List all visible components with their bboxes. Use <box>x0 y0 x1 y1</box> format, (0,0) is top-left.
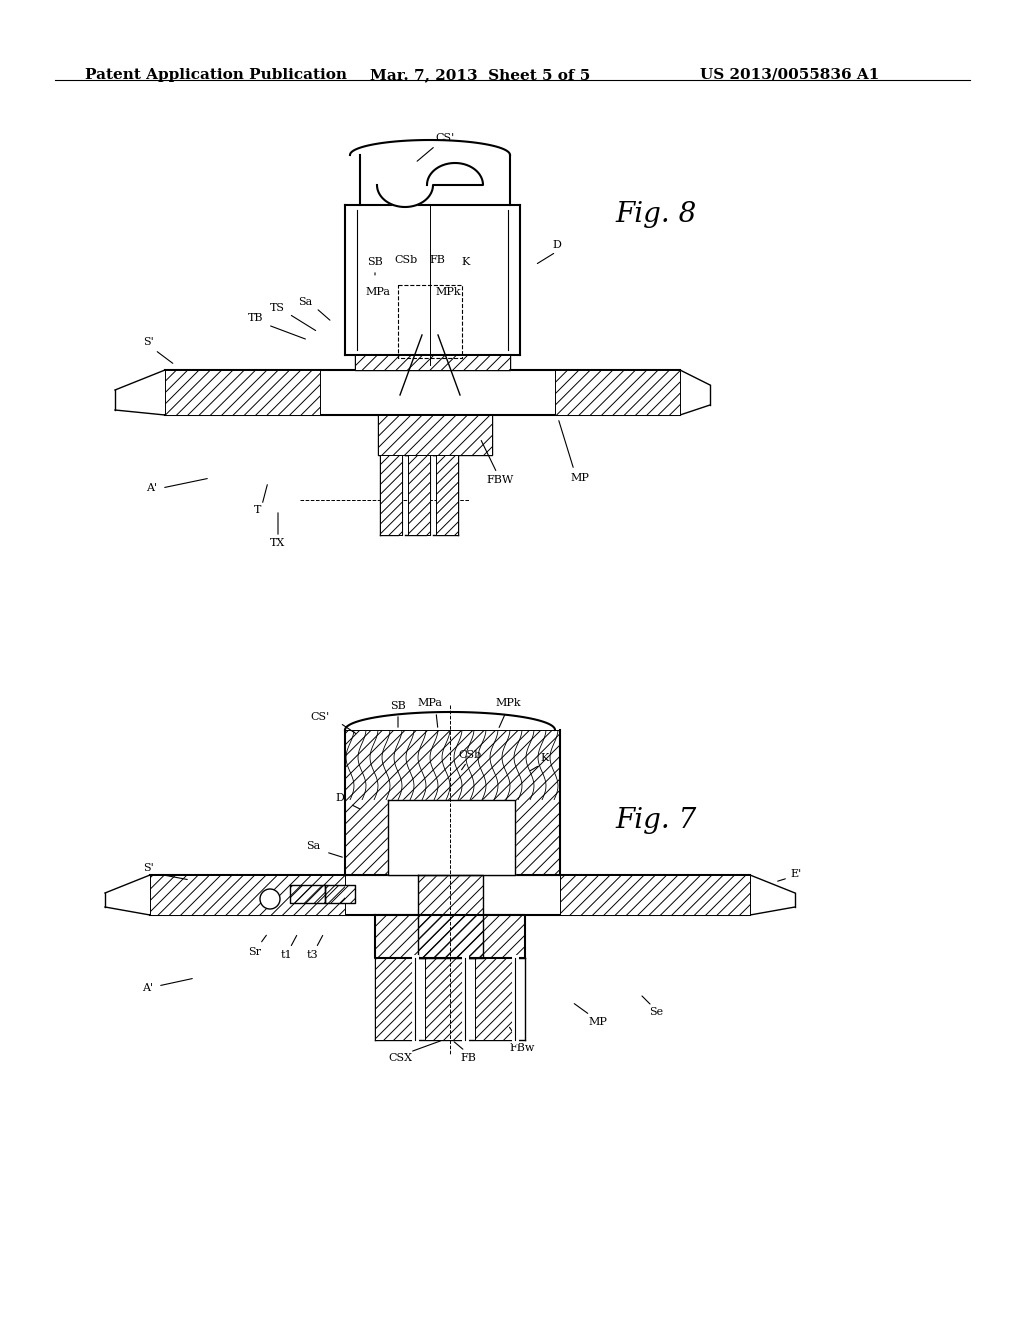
Text: D: D <box>335 793 344 803</box>
Text: CSX: CSX <box>388 1053 412 1063</box>
Polygon shape <box>378 414 492 455</box>
Polygon shape <box>436 455 458 535</box>
Polygon shape <box>375 958 415 1040</box>
Polygon shape <box>375 915 525 958</box>
Text: MPk: MPk <box>435 286 461 297</box>
Polygon shape <box>345 730 560 875</box>
Text: t3: t3 <box>306 950 317 960</box>
Text: S': S' <box>142 337 154 347</box>
Text: MPa: MPa <box>418 698 442 708</box>
Text: MP: MP <box>589 1016 607 1027</box>
Text: FB: FB <box>460 1053 476 1063</box>
Text: Patent Application Publication: Patent Application Publication <box>85 69 347 82</box>
Polygon shape <box>165 370 319 414</box>
Text: K: K <box>462 257 470 267</box>
Text: CSb: CSb <box>394 255 418 265</box>
Text: CS': CS' <box>417 133 455 161</box>
Text: SB: SB <box>368 257 383 267</box>
Polygon shape <box>475 958 515 1040</box>
Text: E': E' <box>790 869 801 879</box>
Text: MP: MP <box>570 473 590 483</box>
Text: A': A' <box>146 483 158 492</box>
Text: A': A' <box>142 983 154 993</box>
Text: SB: SB <box>390 701 406 711</box>
Text: S': S' <box>142 863 154 873</box>
Text: CSb: CSb <box>459 750 481 760</box>
Text: t1: t1 <box>281 950 292 960</box>
Polygon shape <box>425 958 465 1040</box>
Text: Mar. 7, 2013  Sheet 5 of 5: Mar. 7, 2013 Sheet 5 of 5 <box>370 69 590 82</box>
Polygon shape <box>388 800 515 875</box>
Polygon shape <box>150 875 345 915</box>
Text: K: K <box>541 752 549 763</box>
Text: TX: TX <box>270 539 286 548</box>
Text: FBw: FBw <box>509 1043 535 1053</box>
Text: Fig. 7: Fig. 7 <box>615 807 696 833</box>
Circle shape <box>260 888 280 909</box>
Polygon shape <box>377 162 483 207</box>
Text: TS: TS <box>270 304 285 313</box>
Text: MPa: MPa <box>366 286 390 297</box>
Text: Fig. 8: Fig. 8 <box>615 202 696 228</box>
Text: CS': CS' <box>310 711 330 722</box>
Polygon shape <box>560 875 750 915</box>
Polygon shape <box>380 455 402 535</box>
Text: D: D <box>552 240 561 249</box>
Text: MPk: MPk <box>496 698 521 708</box>
Text: Sr: Sr <box>249 946 261 957</box>
Text: Se: Se <box>649 1007 664 1016</box>
Text: FBW: FBW <box>486 475 514 484</box>
Text: T: T <box>254 506 262 515</box>
Text: US 2013/0055836 A1: US 2013/0055836 A1 <box>700 69 880 82</box>
Text: Sa: Sa <box>306 841 319 851</box>
Polygon shape <box>355 355 510 370</box>
Polygon shape <box>555 370 680 414</box>
Polygon shape <box>290 884 325 903</box>
Polygon shape <box>418 875 483 958</box>
Polygon shape <box>408 455 430 535</box>
Text: TB: TB <box>248 313 263 323</box>
Polygon shape <box>325 884 355 903</box>
Text: FB: FB <box>429 255 445 265</box>
Text: Sa: Sa <box>298 297 312 308</box>
